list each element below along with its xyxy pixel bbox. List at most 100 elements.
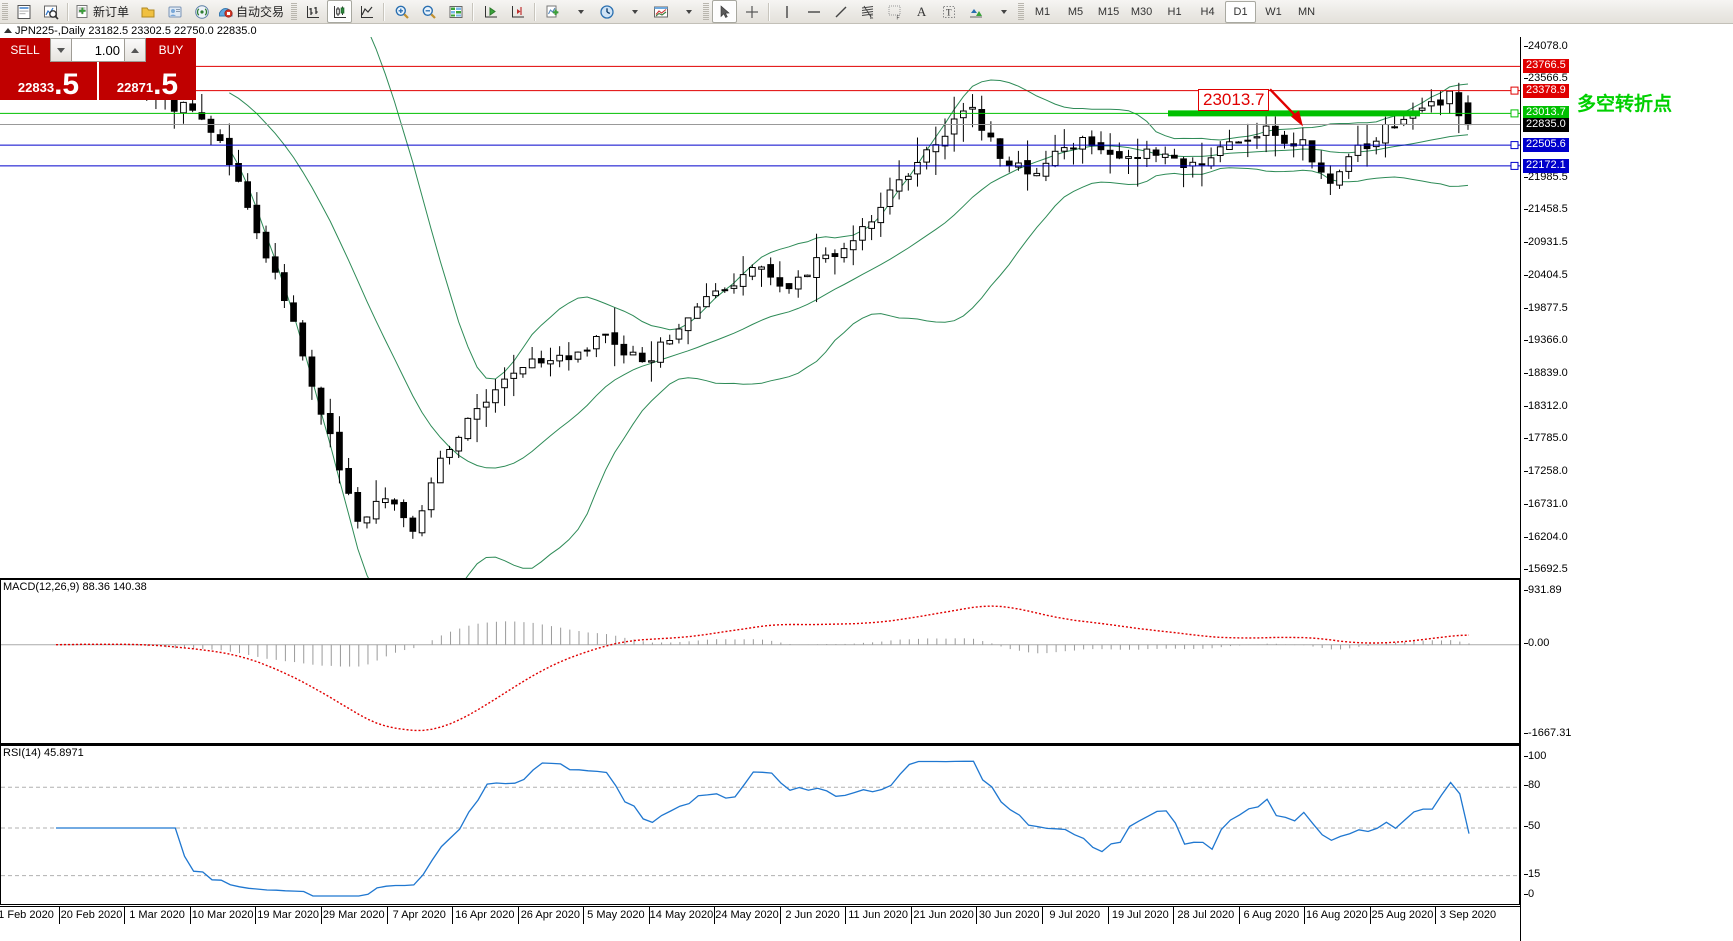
timeframe-m1-button[interactable]: M1 bbox=[1034, 5, 1051, 18]
fibonacci-icon[interactable]: E bbox=[855, 0, 880, 23]
timeframe-d1-button[interactable]: D1 bbox=[1225, 0, 1257, 23]
time-axis[interactable]: 1 Feb 2020 20 Feb 2020 1 Mar 2020 10 Mar 20… bbox=[0, 906, 1520, 926]
price-tick-9: 18312.0 bbox=[1524, 399, 1568, 412]
market-watch-icon[interactable] bbox=[38, 0, 63, 23]
pane-separator-0[interactable] bbox=[0, 578, 1520, 579]
chinese-annotation: 多空转折点 bbox=[1577, 93, 1673, 115]
data-window-icon[interactable] bbox=[443, 0, 468, 23]
price-plot bbox=[0, 0, 1520, 630]
cursor-icon[interactable] bbox=[712, 0, 738, 23]
price-tag-resistance-0[interactable]: 23766.5 bbox=[1523, 59, 1569, 74]
timeframe-h1-button[interactable]: H1 bbox=[1167, 5, 1182, 18]
rsi-label: RSI(14) 45.8971 bbox=[3, 747, 84, 759]
zoom-in-icon[interactable] bbox=[389, 0, 414, 23]
date-label-3: 10 Mar 2020 bbox=[191, 909, 254, 921]
timeframe-m30-button[interactable]: M30 bbox=[1130, 5, 1153, 18]
shapes-icon[interactable] bbox=[963, 0, 988, 23]
chevron-down-icon bbox=[57, 47, 65, 53]
timeframe-m15-button[interactable]: M15 bbox=[1097, 5, 1120, 18]
date-separator-1 bbox=[58, 906, 60, 924]
sell-price-main: 22833 bbox=[17, 80, 55, 95]
price-annotation-box[interactable]: 23013.7 bbox=[1198, 89, 1270, 111]
price-tick-14: 15692.5 bbox=[1524, 563, 1568, 575]
toolbar-separator bbox=[67, 2, 69, 21]
timeframe-w1-button[interactable]: W1 bbox=[1265, 5, 1282, 18]
sell-button[interactable]: 22833 .5 bbox=[0, 62, 97, 100]
toolbar-grip-3[interactable] bbox=[703, 2, 710, 21]
chevron-down-icon bbox=[1000, 9, 1007, 14]
time-axis-line bbox=[0, 906, 1520, 907]
line-chart-icon[interactable] bbox=[354, 0, 379, 23]
date-label-14: 21 Jun 2020 bbox=[913, 909, 974, 921]
buy-button[interactable]: 22871 .5 bbox=[97, 62, 196, 100]
timeframe-m5-button[interactable]: M5 bbox=[1067, 5, 1084, 18]
indicators-icon[interactable] bbox=[540, 0, 565, 23]
date-label-15: 30 Jun 2020 bbox=[978, 909, 1040, 921]
macd-tick-0: 931.89 bbox=[1524, 584, 1562, 596]
timeframe-h4-button[interactable]: H4 bbox=[1200, 5, 1215, 18]
signals-icon[interactable] bbox=[189, 0, 214, 23]
mql5-community-icon[interactable] bbox=[162, 0, 187, 23]
date-label-4: 19 Mar 2020 bbox=[257, 909, 320, 921]
timeframe-mn-button[interactable]: MN bbox=[1297, 5, 1316, 18]
shapes-dropdown-arrow[interactable] bbox=[990, 0, 1015, 23]
candlestick-chart-icon[interactable] bbox=[327, 0, 353, 23]
rsi-pane[interactable]: RSI(14) 45.8971 bbox=[0, 745, 1520, 905]
crosshair-icon[interactable] bbox=[739, 0, 764, 23]
date-label-7: 16 Apr 2020 bbox=[455, 909, 515, 921]
volume-decrease-button[interactable] bbox=[50, 38, 72, 62]
pane-separator-1[interactable] bbox=[0, 744, 1520, 745]
expert-advisors-icon[interactable] bbox=[135, 0, 160, 23]
toolbar-grip-2[interactable] bbox=[291, 2, 298, 21]
templates-icon[interactable] bbox=[648, 0, 673, 23]
equidistant-channel-icon[interactable]: F bbox=[882, 0, 907, 23]
svg-text:T: T bbox=[946, 7, 952, 17]
zoom-out-icon[interactable] bbox=[416, 0, 441, 23]
price-tag-resistance-1[interactable]: 23378.9 bbox=[1523, 83, 1569, 98]
volume-increase-button[interactable] bbox=[124, 38, 146, 62]
new-order-button[interactable]: 新订单 bbox=[72, 0, 134, 23]
buy-price-decimal: .5 bbox=[153, 68, 179, 101]
macd-plot bbox=[1, 605, 1519, 732]
macd-tick-1: 0.00 bbox=[1523, 636, 1550, 649]
price-tag-support-4[interactable]: 22505.6 bbox=[1523, 138, 1569, 153]
one-click-trading-panel[interactable]: SELL 1.00 BUY 22833 .5 22871 .5 bbox=[0, 38, 196, 100]
period-icon[interactable] bbox=[594, 0, 619, 23]
date-separator-3 bbox=[189, 906, 191, 924]
volume-input[interactable]: 1.00 bbox=[72, 38, 124, 62]
date-separator-20 bbox=[1304, 906, 1306, 924]
date-label-13: 11 Jun 2020 bbox=[848, 909, 908, 921]
price-tick-6: 19877.5 bbox=[1524, 301, 1568, 314]
rsi-tick-2: 50 bbox=[1523, 820, 1541, 832]
date-separator-9 bbox=[583, 906, 585, 924]
price-pane[interactable] bbox=[0, 0, 1520, 630]
date-separator-13 bbox=[845, 906, 847, 924]
autotrading-label: 自动交易 bbox=[236, 5, 285, 19]
auto-scroll-icon[interactable] bbox=[478, 0, 503, 23]
bar-chart-icon[interactable] bbox=[300, 0, 325, 23]
date-label-12: 2 Jun 2020 bbox=[785, 909, 840, 921]
vertical-line-icon[interactable] bbox=[774, 0, 799, 23]
chart-shift-icon[interactable] bbox=[505, 0, 530, 23]
chart-collapse-icon[interactable] bbox=[4, 28, 12, 33]
templates-dropdown-arrow[interactable] bbox=[675, 0, 700, 23]
toolbar-grip[interactable] bbox=[2, 2, 8, 21]
price-scale-axis[interactable]: 24078.0 23566.5 21985.5 21458.5 20931.5 20404… bbox=[1520, 37, 1733, 941]
price-tag-current-3[interactable]: 22835.0 bbox=[1523, 117, 1569, 132]
price-tag-pivot-2[interactable]: 23013.7 bbox=[1523, 106, 1569, 121]
autotrading-button[interactable]: 自动交易 bbox=[215, 0, 289, 23]
period-dropdown-arrow[interactable] bbox=[621, 0, 646, 23]
new-chart-icon[interactable] bbox=[11, 0, 36, 23]
horizontal-line-icon[interactable] bbox=[801, 0, 826, 23]
date-label-8: 26 Apr 2020 bbox=[520, 909, 581, 921]
macd-pane[interactable]: MACD(12,26,9) 88.36 140.38 bbox=[0, 579, 1520, 744]
trendline-icon[interactable] bbox=[828, 0, 853, 23]
text-icon[interactable]: A bbox=[909, 0, 934, 23]
date-label-11: 24 May 2020 bbox=[715, 909, 779, 921]
toolbar-grip-4[interactable] bbox=[1018, 2, 1025, 21]
indicators-dropdown-arrow[interactable] bbox=[567, 0, 592, 23]
text-label-icon[interactable]: T bbox=[936, 0, 961, 23]
price-tag-support-5[interactable]: 22172.1 bbox=[1523, 158, 1569, 173]
date-label-16: 9 Jul 2020 bbox=[1049, 909, 1101, 921]
